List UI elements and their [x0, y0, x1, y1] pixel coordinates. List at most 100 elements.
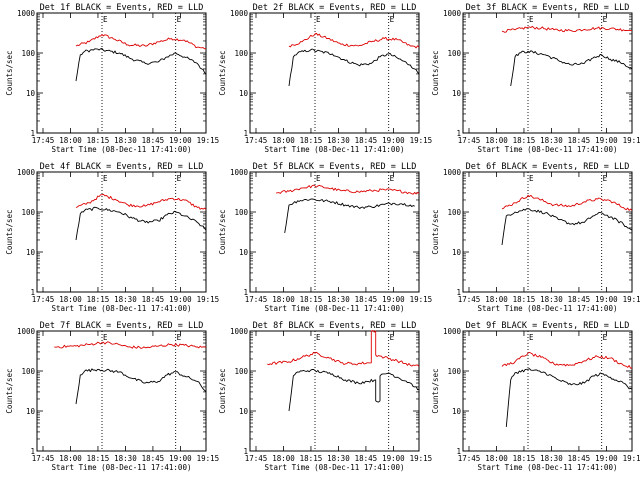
y-tick-label: 1: [456, 129, 461, 138]
y-axis-label: Counts/sec: [218, 50, 227, 95]
x-axis-label: Start Time (08-Dec-11 17:41:00): [478, 304, 618, 313]
x-tick-label: 17:45: [458, 136, 481, 145]
event-marker-label: E: [603, 333, 608, 342]
panel-title: Det 2f BLACK = Events, RED = LLD: [253, 3, 417, 13]
y-tick-label: 1000: [230, 9, 249, 18]
x-tick-label: 17:45: [32, 454, 55, 463]
panel-det-8: Det 8f BLACK = Events, RED = LLD 1 10 100 10…: [218, 321, 432, 472]
y-tick-label: 1: [30, 447, 35, 456]
panel-det-9: Det 9f BLACK = Events, RED = LLD 1 10 100 10…: [431, 321, 640, 472]
y-tick-label: 100: [234, 367, 248, 376]
x-axis-label: Start Time (08-Dec-11 17:41:00): [478, 145, 618, 154]
x-tick-label: 18:00: [272, 136, 295, 145]
x-tick-label: 18:45: [568, 454, 591, 463]
x-tick-label: 19:15: [197, 454, 220, 463]
x-tick-label: 19:15: [410, 454, 433, 463]
panel-title: Det 8f BLACK = Events, RED = LLD: [253, 321, 417, 331]
y-tick-label: 10: [452, 248, 462, 257]
event-marker-label: E: [177, 15, 182, 24]
x-tick-label: 18:15: [87, 136, 110, 145]
y-tick-label: 1: [243, 129, 248, 138]
y-tick-label: 1000: [443, 168, 462, 177]
panel-det-6: Det 6f BLACK = Events, RED = LLD 1 10 100 10…: [431, 162, 640, 313]
x-tick-label: 19:00: [595, 136, 618, 145]
panel-title: Det 7f BLACK = Events, RED = LLD: [40, 321, 204, 331]
event-marker-label: E: [529, 174, 534, 183]
x-axis-label: Start Time (08-Dec-11 17:41:00): [265, 145, 405, 154]
series-line-events: [510, 50, 633, 87]
series-line-lld: [288, 32, 420, 49]
x-tick-label: 19:00: [595, 295, 618, 304]
x-tick-label: 18:00: [59, 295, 82, 304]
series-line-events: [505, 368, 633, 427]
y-tick-label: 100: [21, 367, 35, 376]
plot-frame: [36, 330, 207, 452]
x-tick-label: 19:15: [410, 295, 433, 304]
y-axis-label: Counts/sec: [218, 368, 227, 413]
event-marker-label: E: [603, 174, 608, 183]
series-line-lld: [75, 193, 207, 210]
event-marker-label: E: [390, 15, 395, 24]
y-tick-label: 1: [243, 288, 248, 297]
y-tick-label: 10: [26, 89, 36, 98]
y-tick-label: 100: [447, 49, 461, 58]
y-tick-label: 1000: [443, 327, 462, 336]
event-marker-label: E: [177, 333, 182, 342]
panel-title: Det 5f BLACK = Events, RED = LLD: [253, 162, 417, 172]
panel-det-1: Det 1f BLACK = Events, RED = LLD 1 10 100 10…: [5, 3, 219, 154]
series-line-events: [75, 368, 207, 405]
x-tick-label: 18:15: [513, 454, 536, 463]
panel-det-3: Det 3f BLACK = Events, RED = LLD 1 10 100 10…: [431, 3, 640, 154]
y-tick-label: 1: [456, 447, 461, 456]
x-tick-label: 18:00: [485, 454, 508, 463]
x-tick-label: 18:45: [142, 136, 165, 145]
x-tick-label: 19:00: [382, 136, 405, 145]
x-tick-label: 18:30: [114, 136, 137, 145]
series-line-events: [75, 206, 207, 241]
event-marker-label: E: [103, 174, 108, 183]
series-line-events: [288, 368, 420, 412]
y-tick-label: 1: [30, 288, 35, 297]
x-tick-label: 17:45: [245, 295, 268, 304]
panel-det-2: Det 2f BLACK = Events, RED = LLD 1 10 100 10…: [218, 3, 432, 154]
x-tick-label: 18:00: [485, 295, 508, 304]
plot-frame: [249, 171, 420, 293]
x-tick-label: 18:00: [272, 295, 295, 304]
y-tick-label: 10: [239, 89, 249, 98]
x-tick-label: 17:45: [458, 454, 481, 463]
series-line-lld: [275, 184, 420, 195]
series-line-events: [284, 198, 415, 233]
x-tick-label: 19:15: [623, 136, 640, 145]
y-tick-label: 10: [26, 248, 36, 257]
x-tick-label: 18:15: [87, 295, 110, 304]
event-marker-label: E: [529, 15, 534, 24]
y-tick-label: 1000: [17, 9, 36, 18]
x-tick-label: 18:45: [355, 454, 378, 463]
series-line-events: [501, 208, 633, 246]
y-tick-label: 1: [243, 447, 248, 456]
panel-title: Det 9f BLACK = Events, RED = LLD: [466, 321, 630, 331]
x-tick-label: 19:00: [382, 295, 405, 304]
x-tick-label: 18:45: [142, 454, 165, 463]
event-marker-label: E: [103, 333, 108, 342]
event-marker-label: E: [390, 333, 395, 342]
y-tick-label: 1000: [230, 168, 249, 177]
y-tick-label: 10: [26, 407, 36, 416]
x-tick-label: 18:15: [513, 295, 536, 304]
plot-frame: [36, 171, 207, 293]
x-tick-label: 17:45: [245, 454, 268, 463]
event-marker-label: E: [529, 333, 534, 342]
plot-frame: [462, 12, 633, 134]
event-marker-label: E: [177, 174, 182, 183]
series-line-events: [288, 48, 420, 87]
plot-frame: [36, 12, 207, 134]
x-tick-label: 18:15: [300, 295, 323, 304]
panel-title: Det 3f BLACK = Events, RED = LLD: [466, 3, 630, 13]
x-tick-label: 18:45: [355, 295, 378, 304]
x-tick-label: 19:15: [623, 454, 640, 463]
x-tick-label: 18:30: [114, 295, 137, 304]
x-tick-label: 18:45: [355, 136, 378, 145]
plot-frame: [462, 171, 633, 293]
